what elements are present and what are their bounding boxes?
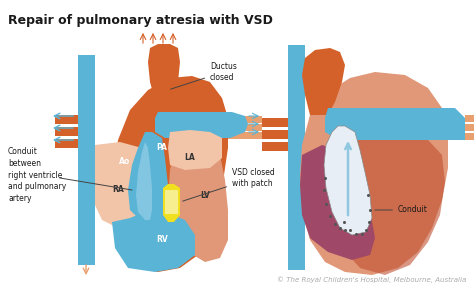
- Text: Repair of pulmonary atresia with VSD: Repair of pulmonary atresia with VSD: [8, 14, 273, 27]
- Polygon shape: [112, 212, 195, 272]
- Polygon shape: [95, 142, 152, 228]
- Polygon shape: [465, 133, 474, 140]
- Polygon shape: [55, 115, 78, 124]
- Polygon shape: [112, 76, 228, 272]
- Polygon shape: [155, 112, 248, 138]
- Text: VSD closed
with patch: VSD closed with patch: [182, 168, 275, 201]
- Polygon shape: [288, 45, 305, 270]
- Polygon shape: [262, 118, 288, 127]
- Polygon shape: [55, 139, 78, 148]
- Polygon shape: [148, 44, 180, 100]
- Text: PA: PA: [156, 144, 167, 153]
- Polygon shape: [325, 108, 465, 140]
- Polygon shape: [302, 48, 345, 115]
- Polygon shape: [163, 184, 180, 222]
- Text: LA: LA: [185, 153, 195, 162]
- Polygon shape: [228, 116, 262, 123]
- Text: RV: RV: [156, 235, 168, 244]
- Polygon shape: [300, 72, 448, 275]
- Polygon shape: [128, 132, 168, 225]
- Polygon shape: [330, 132, 445, 275]
- Polygon shape: [165, 190, 178, 214]
- Text: Conduit
between
right ventricle
and pulmonary
artery: Conduit between right ventricle and pulm…: [8, 147, 66, 203]
- Polygon shape: [324, 126, 372, 235]
- Text: Conduit: Conduit: [375, 206, 428, 215]
- Polygon shape: [136, 142, 152, 220]
- Polygon shape: [262, 142, 288, 151]
- Polygon shape: [168, 138, 228, 262]
- Text: Ductus
closed: Ductus closed: [171, 62, 237, 89]
- Text: Ao: Ao: [119, 157, 131, 166]
- Polygon shape: [228, 124, 262, 131]
- Polygon shape: [262, 130, 288, 139]
- Text: RA: RA: [112, 186, 124, 195]
- Polygon shape: [228, 132, 262, 139]
- Polygon shape: [78, 55, 95, 265]
- Polygon shape: [55, 127, 78, 136]
- Polygon shape: [465, 115, 474, 122]
- Polygon shape: [168, 130, 222, 170]
- Polygon shape: [465, 124, 474, 131]
- Text: © The Royal Children's Hospital, Melbourne, Australia: © The Royal Children's Hospital, Melbour…: [277, 276, 466, 283]
- Polygon shape: [300, 145, 375, 260]
- Text: LV: LV: [200, 191, 210, 200]
